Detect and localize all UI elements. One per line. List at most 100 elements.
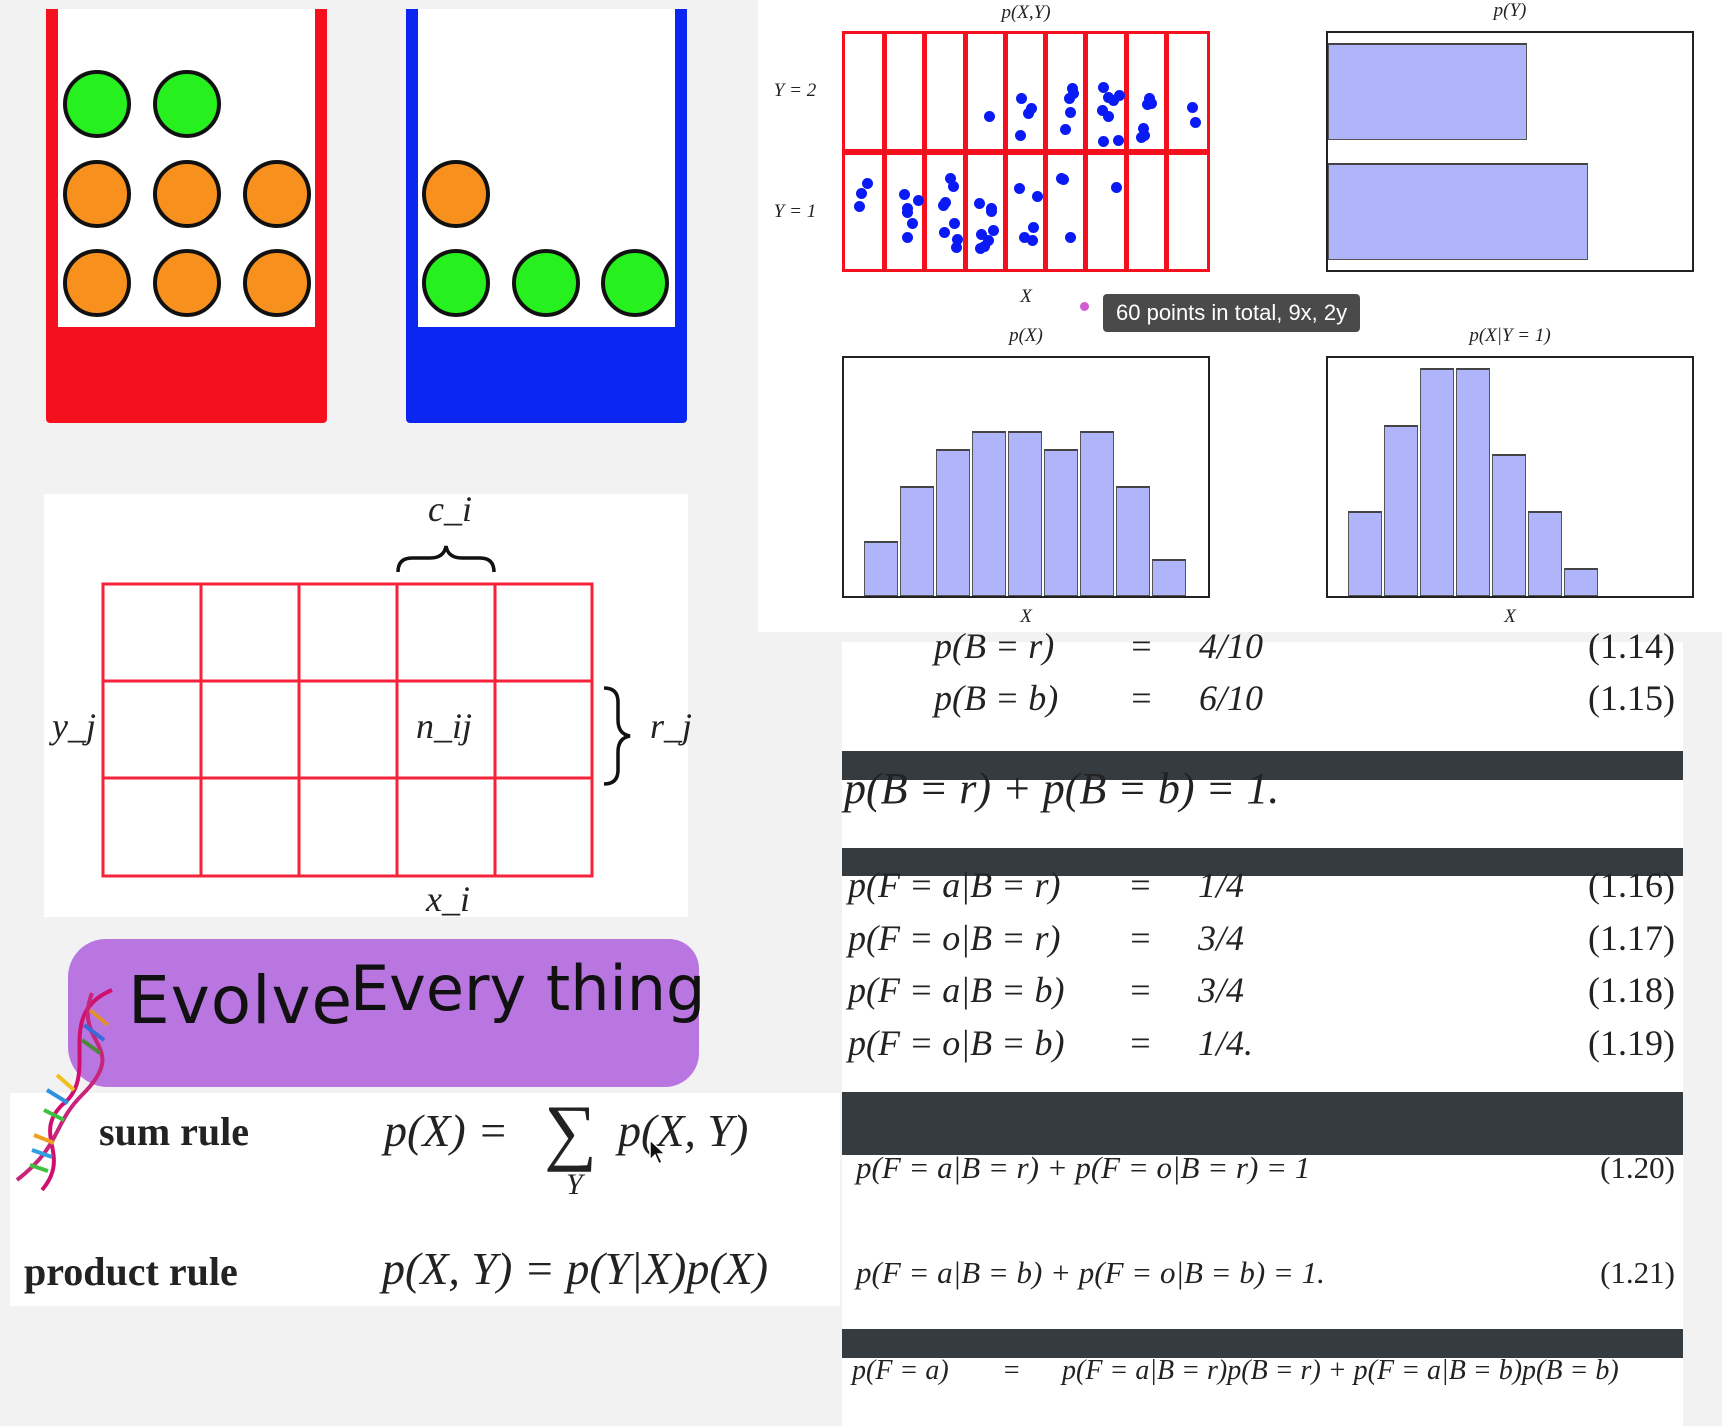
equation-equals: = (1128, 1022, 1153, 1063)
scatter-point (1096, 104, 1108, 116)
scatter-point (982, 234, 994, 246)
scatter-point (985, 205, 997, 217)
scatter-point (1144, 92, 1156, 104)
scatter-point (1022, 108, 1034, 120)
bar (1564, 567, 1598, 596)
banner-text-1: Evolve (128, 962, 354, 1039)
scatter-point (898, 188, 910, 200)
scatter-point (950, 241, 962, 253)
equation-lhs: p(F = a|B = b) (848, 969, 1065, 1010)
bar (1420, 368, 1454, 596)
row-label: y_j (52, 706, 96, 746)
sum-sigma: ∑ (544, 1091, 597, 1173)
scatter-point (1113, 134, 1125, 146)
sum-rule-label: sum rule (99, 1109, 249, 1154)
scatter-point (948, 217, 960, 229)
scatter-point (1028, 222, 1040, 234)
scatter-point (862, 178, 874, 190)
equation-rhs: 1/4. (1198, 1022, 1254, 1063)
y1-tick: Y = 1 (773, 201, 817, 222)
equation-rhs: 4/10 (1199, 625, 1264, 666)
bar (1116, 486, 1150, 596)
equation-equals: = (1128, 864, 1153, 905)
bar (864, 541, 898, 596)
equation-text: p(F = a|B = b) + p(F = o|B = b) = 1. (856, 1254, 1325, 1290)
contingency-grid-panel (44, 494, 688, 917)
tooltip: 60 points in total, 9x, 2y (1103, 294, 1361, 332)
equation-rhs: 3/4 (1198, 969, 1245, 1010)
contingency-grid (101, 545, 631, 878)
scatter-point (1102, 110, 1114, 122)
top-brace (396, 545, 496, 573)
sum-rule-lhs: p(X) = (384, 1105, 509, 1156)
bar (1044, 449, 1078, 596)
equation-lhs: p(F = o|B = r) (848, 917, 1061, 958)
green-ball (512, 249, 580, 317)
bar (936, 449, 970, 596)
green-ball (601, 249, 669, 317)
dna-icon (15, 988, 113, 1192)
pxy1-x-label: X (1504, 606, 1516, 627)
equation-equals: = (1128, 917, 1153, 958)
scatter-point (1032, 190, 1043, 202)
scatter-point (952, 233, 964, 245)
px-bar-chart (842, 356, 1210, 598)
scatter-point (1018, 231, 1030, 243)
bar (1492, 453, 1526, 596)
scatter-point (1139, 129, 1151, 141)
tooltip-dot (1080, 302, 1089, 311)
green-ball (153, 70, 221, 138)
pxy1-bar-chart (1326, 356, 1694, 598)
scatter-point (1025, 102, 1037, 114)
scatter-point (1113, 89, 1125, 101)
equation-text: p(B = r) + p(B = b) = 1. (844, 763, 1280, 813)
equation-lhs: p(B = b) (934, 677, 1059, 718)
scatter-point (987, 224, 999, 236)
equation-number: (1.18) (1588, 969, 1675, 1010)
bar (900, 486, 934, 596)
equation-equals: = (1129, 677, 1154, 718)
equation-lhs: p(F = a|B = r) (848, 864, 1061, 905)
sum-subscript: Y (566, 1168, 583, 1201)
equation-rhs: 6/10 (1199, 677, 1264, 718)
scatter-point (1111, 182, 1123, 194)
grid-line (845, 148, 1207, 155)
scatter-point (1016, 93, 1028, 105)
product-rule-label: product rule (24, 1249, 238, 1294)
bar (1328, 163, 1588, 260)
bar (1080, 431, 1114, 596)
equation-rhs: 1/4 (1198, 864, 1245, 905)
scatter-point (975, 243, 987, 255)
scatter-point (1107, 95, 1119, 107)
bar (1008, 431, 1042, 596)
scatter-point (973, 197, 985, 209)
scatter-point (1055, 173, 1067, 185)
product-rule-formula: p(X, Y) = p(Y|X)p(X) (382, 1243, 769, 1294)
equation-lhs: p(B = r) (934, 625, 1055, 666)
scatter-point (948, 181, 960, 193)
scatter-point (912, 195, 924, 207)
bar (1328, 43, 1527, 140)
equation-number: (1.16) (1588, 864, 1675, 905)
scatter-point (906, 218, 918, 230)
equation-number: (1.19) (1588, 1022, 1675, 1063)
scatter-point (1067, 88, 1079, 100)
px-x-label: X (1020, 606, 1032, 627)
equation-number: (1.17) (1588, 917, 1675, 958)
scatter-point (1065, 107, 1077, 119)
scatter-point (1141, 99, 1153, 111)
py-chart-title: p(Y) (1493, 0, 1527, 21)
equation-text: p(F = a|B = r) + p(F = o|B = r) = 1 (856, 1149, 1311, 1185)
scatter-point (1014, 182, 1026, 194)
orange-ball (153, 249, 221, 317)
scatter-point (1190, 116, 1202, 128)
equation-number: (1.20) (1600, 1149, 1675, 1185)
py-bar-chart (1326, 31, 1694, 272)
scatter-point (1097, 81, 1109, 93)
scatter-point (853, 201, 865, 213)
px-chart-title: p(X) (1009, 325, 1043, 346)
divider (842, 1092, 1683, 1155)
equation-equals: = (1129, 625, 1154, 666)
row-sum-label: r_j (650, 706, 693, 746)
equation-number: (1.14) (1588, 625, 1675, 666)
